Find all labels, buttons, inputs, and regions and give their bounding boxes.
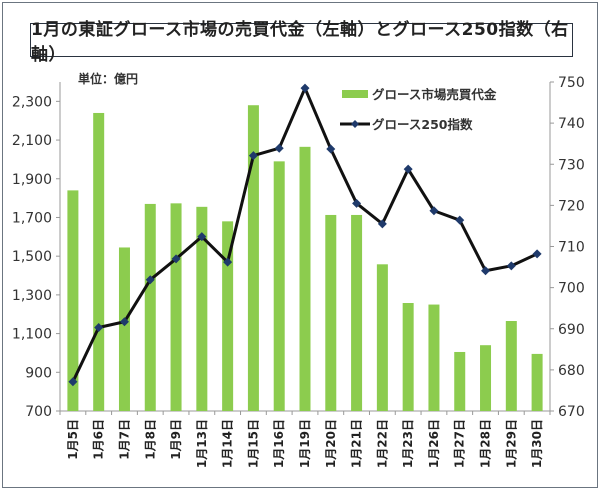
bar-1月5日: [67, 190, 79, 411]
x-tick-label: 1月13日: [195, 419, 209, 468]
bar-1月29日: [505, 321, 517, 411]
bar-1月7日: [118, 247, 130, 411]
legend-bar-swatch: [342, 90, 368, 98]
x-tick-label: 1月26日: [427, 419, 441, 468]
bar-1月23日: [402, 303, 414, 411]
bar-1月30日: [531, 353, 543, 411]
right-tick-label: 720: [558, 198, 585, 214]
index-point-1月27日: [455, 215, 465, 225]
left-tick-label: 2,100: [12, 133, 52, 149]
index-point-1月13日: [197, 232, 207, 242]
x-tick-label: 1月15日: [246, 419, 260, 468]
left-tick-label: 1,300: [12, 288, 52, 304]
bar-1月21日: [351, 214, 363, 411]
index-point-1月6日: [94, 323, 104, 333]
right-tick-label: 710: [558, 240, 585, 256]
legend-bar-label: グロース市場売買代金: [372, 87, 497, 102]
right-tick-label: 730: [558, 157, 585, 173]
right-tick-label: 680: [558, 363, 585, 379]
index-point-1月16日: [274, 143, 284, 153]
bar-1月20日: [325, 214, 337, 411]
index-point-1月23日: [403, 164, 413, 174]
x-tick-label: 1月9日: [169, 419, 183, 460]
index-point-1月22日: [377, 219, 387, 229]
index-point-1月26日: [429, 206, 439, 216]
x-tick-label: 1月16日: [272, 419, 286, 468]
x-tick-label: 1月6日: [92, 419, 106, 460]
right-tick-label: 700: [558, 281, 585, 297]
index-point-1月15日: [248, 151, 258, 161]
right-tick-label: 750: [558, 75, 585, 91]
chart-frame: [2, 2, 598, 488]
bar-1月16日: [273, 161, 285, 411]
index-point-1月30日: [532, 249, 542, 259]
bar-1月27日: [454, 351, 466, 411]
x-tick-label: 1月20日: [324, 419, 338, 468]
left-tick-label: 900: [25, 365, 52, 381]
right-tick-label: 740: [558, 116, 585, 132]
left-tick-label: 1,900: [12, 172, 52, 188]
bar-1月6日: [93, 112, 105, 411]
bar-1月15日: [247, 105, 259, 412]
unit-label: 単位：億円: [78, 72, 139, 86]
x-tick-label: 1月8日: [143, 419, 157, 460]
index-point-1月20日: [326, 144, 336, 154]
bar-1月26日: [428, 304, 440, 411]
index-point-1月29日: [506, 261, 516, 271]
x-tick-label: 1月23日: [401, 419, 415, 468]
x-tick-label: 1月30日: [530, 419, 544, 468]
index-point-1月28日: [481, 266, 491, 276]
index-point-1月21日: [352, 198, 362, 208]
legend-line-label: グロース250指数: [372, 117, 473, 132]
index-point-1月9日: [171, 254, 181, 264]
index-point-1月19日: [300, 83, 310, 93]
x-tick-label: 1月7日: [117, 419, 131, 460]
index-point-1月5日: [68, 377, 78, 387]
index-point-1月8日: [145, 275, 155, 285]
x-tick-label: 1月29日: [504, 419, 518, 468]
index-point-1月14日: [223, 257, 233, 267]
right-tick-label: 670: [558, 404, 585, 420]
bar-1月8日: [144, 203, 156, 411]
x-tick-label: 1月28日: [479, 419, 493, 468]
right-tick-label: 690: [558, 322, 585, 338]
bar-1月19日: [299, 146, 311, 412]
x-tick-label: 1月19日: [298, 419, 312, 468]
index-point-1月7日: [119, 317, 129, 327]
x-tick-label: 1月21日: [350, 419, 364, 468]
left-tick-label: 1,700: [12, 210, 52, 226]
left-tick-label: 2,300: [12, 94, 52, 110]
bar-1月14日: [222, 221, 234, 411]
x-tick-label: 1月14日: [221, 419, 235, 468]
x-tick-label: 1月5日: [66, 419, 80, 460]
x-tick-label: 1月22日: [375, 419, 389, 468]
left-tick-label: 700: [25, 404, 52, 420]
bar-1月9日: [170, 203, 182, 411]
bar-1月28日: [480, 345, 492, 411]
left-tick-label: 1,100: [12, 327, 52, 343]
x-tick-label: 1月27日: [453, 419, 467, 468]
left-tick-label: 1,500: [12, 249, 52, 265]
bar-1月22日: [376, 264, 388, 411]
legend-line-marker: [351, 120, 359, 128]
bar-1月13日: [196, 206, 208, 411]
